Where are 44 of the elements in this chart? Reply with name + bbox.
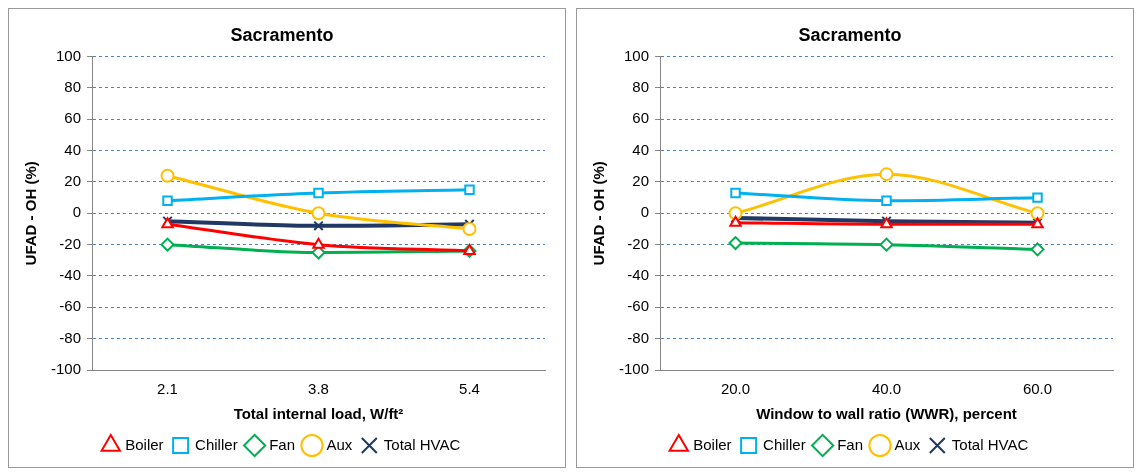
legend-label: Aux	[326, 435, 353, 453]
y-tick-label: -40	[59, 266, 82, 284]
y-tick-label: -100	[618, 360, 650, 378]
x-axis-title: Window to wall ratio (WWR), percent	[756, 405, 1017, 423]
y-tick-label: 80	[632, 78, 650, 96]
x-tick-label: 3.8	[308, 380, 329, 398]
x-axis-title: Total internal load, W/ft²	[233, 405, 404, 423]
y-tick-label: 60	[632, 109, 650, 127]
y-tick-label: -100	[50, 360, 82, 378]
x-tick-label: 60.0	[1022, 380, 1053, 398]
y-tick-label: -80	[59, 328, 82, 346]
y-tick-label: 60	[64, 109, 82, 127]
legend-label: Chiller	[195, 435, 238, 453]
legend-label: Chiller	[763, 435, 806, 453]
y-tick-label: -40	[627, 266, 650, 284]
legend-label: Fan	[269, 435, 295, 453]
legend-label: Total HVAC	[383, 435, 461, 453]
chart-title: Sacramento	[798, 24, 902, 45]
legend-label: Boiler	[125, 435, 164, 453]
x-tick-label: 2.1	[157, 380, 178, 398]
y-tick-label: -20	[59, 234, 82, 252]
x-tick-label: 40.0	[871, 380, 902, 398]
y-axis-title: UFAD - OH (%)	[590, 161, 608, 266]
y-tick-label: 80	[64, 78, 82, 96]
y-axis-title: UFAD - OH (%)	[22, 161, 40, 266]
legend-label: Total HVAC	[951, 435, 1029, 453]
legend-label: Boiler	[693, 435, 732, 453]
y-tick-label: -60	[627, 297, 650, 315]
y-tick-label: 100	[55, 46, 82, 64]
y-tick-label: 0	[640, 203, 650, 221]
y-tick-label: 20	[64, 172, 82, 190]
x-tick-label: 5.4	[459, 380, 480, 398]
chart-title: Sacramento	[230, 24, 334, 45]
y-tick-label: 100	[623, 46, 650, 64]
x-tick-label: 20.0	[720, 380, 751, 398]
y-tick-label: -80	[627, 328, 650, 346]
y-tick-label: -60	[59, 297, 82, 315]
y-tick-label: 20	[632, 172, 650, 190]
legend-label: Aux	[894, 435, 921, 453]
y-tick-label: 0	[72, 203, 82, 221]
legend-label: Fan	[837, 435, 863, 453]
y-tick-label: 40	[64, 140, 82, 158]
y-tick-label: -20	[627, 234, 650, 252]
y-tick-label: 40	[632, 140, 650, 158]
